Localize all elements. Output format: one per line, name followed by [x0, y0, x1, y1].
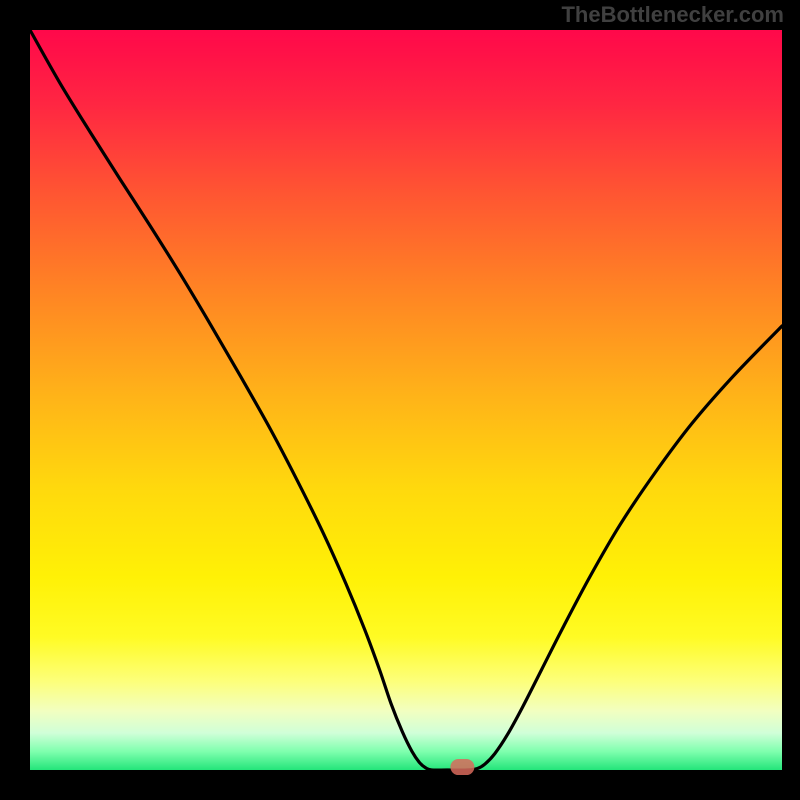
bottleneck-chart [0, 0, 800, 800]
plot-background [30, 30, 782, 770]
optimum-marker [450, 759, 474, 775]
